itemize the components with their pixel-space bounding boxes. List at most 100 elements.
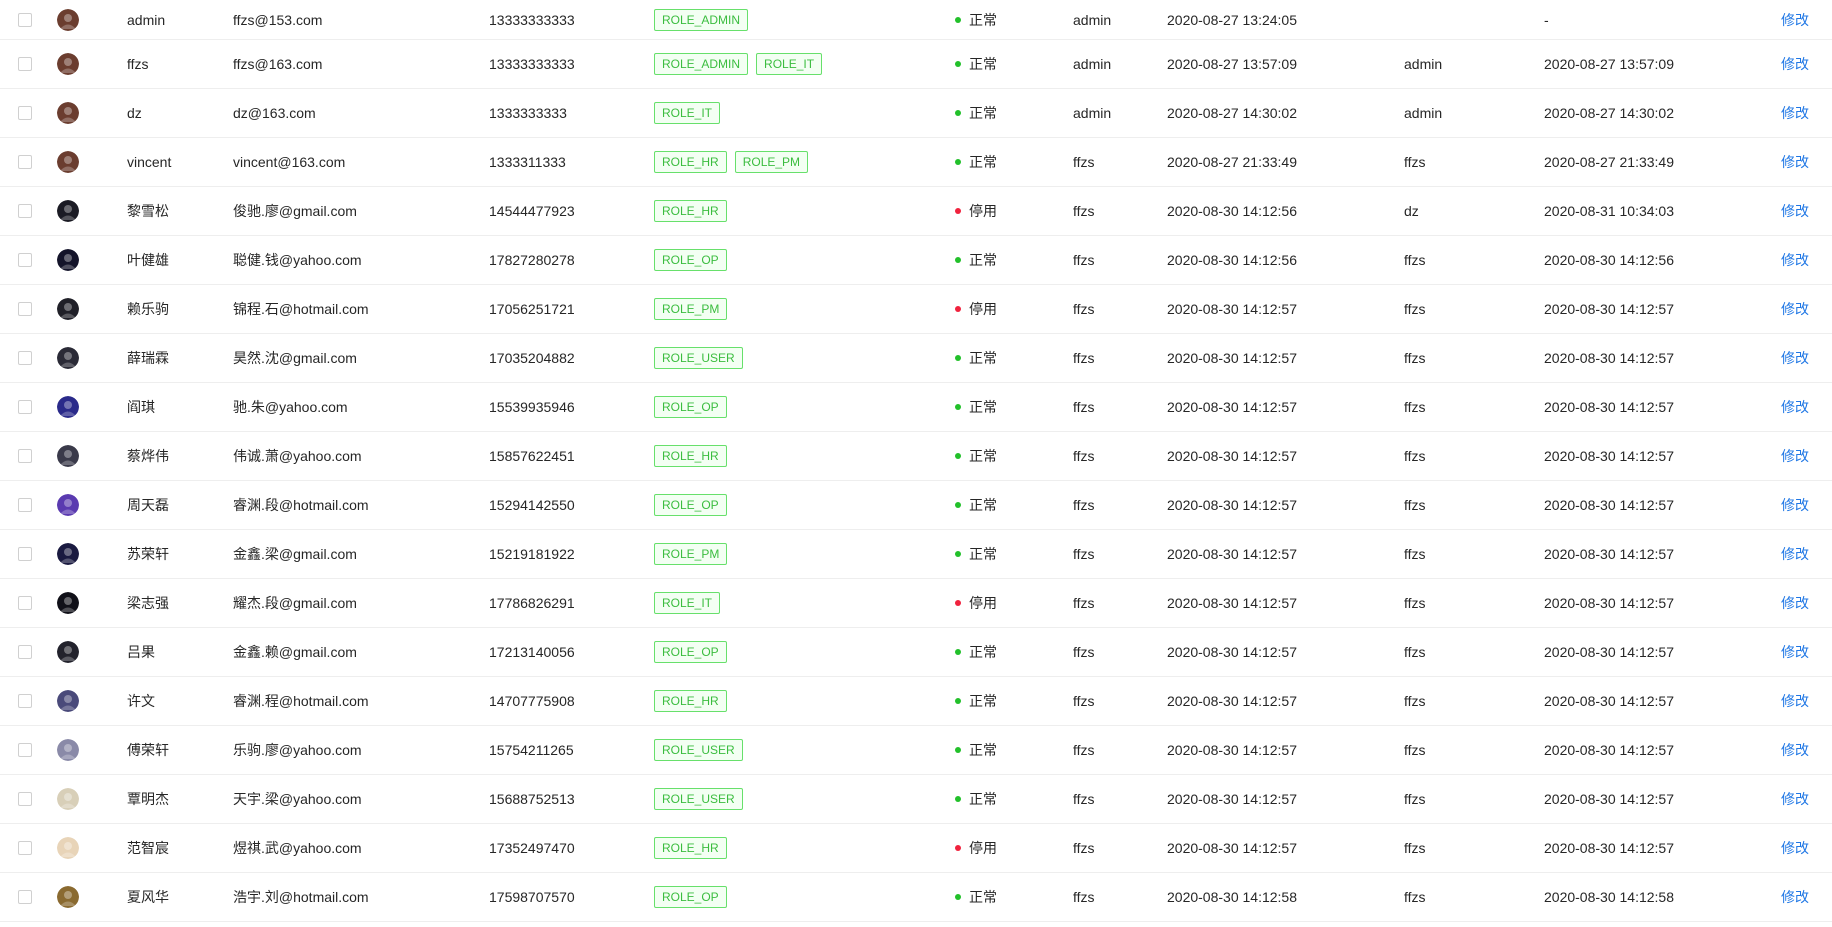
edit-button[interactable]: 修改 <box>1781 203 1809 219</box>
edit-button[interactable]: 修改 <box>1781 546 1809 562</box>
row-checkbox[interactable] <box>18 792 32 806</box>
email-cell: 锦程.石@hotmail.com <box>233 301 369 317</box>
edit-button[interactable]: 修改 <box>1781 497 1809 513</box>
roles-cell: ROLE_HR <box>654 432 727 480</box>
create-time-cell: 2020-08-27 13:57:09 <box>1167 56 1297 72</box>
phone-cell: 17598707570 <box>489 889 575 905</box>
user-avatar-icon <box>57 494 79 516</box>
username-cell: 蔡烨伟 <box>127 448 169 464</box>
status-badge: 停用 <box>955 838 997 858</box>
status-text: 正常 <box>969 546 997 562</box>
update-time-cell: 2020-08-30 14:12:57 <box>1544 497 1674 513</box>
edit-button[interactable]: 修改 <box>1781 448 1809 464</box>
edit-button[interactable]: 修改 <box>1781 693 1809 709</box>
update-time-cell: - <box>1544 11 1549 28</box>
roles-cell: ROLE_HR <box>654 677 727 725</box>
create-time-cell: 2020-08-30 14:12:57 <box>1167 399 1297 415</box>
table-row: 梁志强 耀杰.段@gmail.com 17786826291 ROLE_IT 停用 ffz… <box>0 579 1832 628</box>
update-time-cell: 2020-08-30 14:12:57 <box>1544 301 1674 317</box>
row-checkbox-cell <box>18 285 32 333</box>
phone-cell: 15754211265 <box>489 742 574 758</box>
row-checkbox[interactable] <box>18 57 32 71</box>
edit-button[interactable]: 修改 <box>1781 350 1809 366</box>
table-row: 苏荣轩 金鑫.梁@gmail.com 15219181922 ROLE_PM 正常 ffz… <box>0 530 1832 579</box>
edit-button[interactable]: 修改 <box>1781 56 1809 72</box>
edit-button[interactable]: 修改 <box>1781 399 1809 415</box>
username-cell: 覃明杰 <box>127 791 169 807</box>
edit-button[interactable]: 修改 <box>1781 595 1809 611</box>
edit-button[interactable]: 修改 <box>1781 11 1809 28</box>
role-tag: ROLE_OP <box>654 641 727 663</box>
status-dot-icon <box>955 453 961 459</box>
edit-button[interactable]: 修改 <box>1781 105 1809 121</box>
edit-button[interactable]: 修改 <box>1781 742 1809 758</box>
row-checkbox[interactable] <box>18 302 32 316</box>
row-checkbox[interactable] <box>18 12 32 27</box>
status-dot-icon <box>955 698 961 704</box>
row-checkbox[interactable] <box>18 743 32 757</box>
avatar-cell <box>57 138 79 186</box>
status-badge: 正常 <box>955 642 997 662</box>
row-checkbox[interactable] <box>18 498 32 512</box>
status-text: 正常 <box>969 889 997 905</box>
status-badge: 正常 <box>955 544 997 564</box>
status-cell: 正常 <box>955 40 997 88</box>
edit-button[interactable]: 修改 <box>1781 252 1809 268</box>
role-tag: ROLE_ADMIN <box>654 53 749 75</box>
row-checkbox[interactable] <box>18 106 32 120</box>
row-checkbox[interactable] <box>18 253 32 267</box>
row-checkbox[interactable] <box>18 547 32 561</box>
status-cell: 停用 <box>955 285 997 333</box>
status-dot-icon <box>955 257 961 263</box>
edit-button[interactable]: 修改 <box>1781 840 1809 856</box>
user-avatar-icon <box>57 102 79 124</box>
row-checkbox[interactable] <box>18 841 32 855</box>
status-cell: 正常 <box>955 0 997 39</box>
username-cell: 夏风华 <box>127 889 169 905</box>
update-time-cell: 2020-08-30 14:12:57 <box>1544 693 1674 709</box>
row-checkbox[interactable] <box>18 596 32 610</box>
username-cell: 范智宸 <box>127 840 169 856</box>
roles-cell: ROLE_OP <box>654 628 727 676</box>
create-time-cell: 2020-08-27 14:30:02 <box>1167 105 1297 121</box>
status-dot-icon <box>955 502 961 508</box>
edit-button[interactable]: 修改 <box>1781 889 1809 905</box>
username-cell: 周天磊 <box>127 497 169 513</box>
status-badge: 停用 <box>955 201 997 221</box>
action-cell: 修改 <box>1781 0 1809 39</box>
creator-cell: ffzs <box>1073 350 1095 366</box>
updater-cell: ffzs <box>1404 448 1426 464</box>
row-checkbox[interactable] <box>18 694 32 708</box>
edit-button[interactable]: 修改 <box>1781 301 1809 317</box>
row-checkbox[interactable] <box>18 400 32 414</box>
edit-button[interactable]: 修改 <box>1781 791 1809 807</box>
user-avatar-icon <box>57 200 79 222</box>
update-time-cell: 2020-08-30 14:12:57 <box>1544 350 1674 366</box>
table-row: vincent vincent@163.com 1333311333 ROLE_HR R… <box>0 138 1832 187</box>
user-avatar-icon <box>57 739 79 761</box>
action-cell: 修改 <box>1781 677 1809 725</box>
action-cell: 修改 <box>1781 89 1809 137</box>
creator-cell: ffzs <box>1073 252 1095 268</box>
user-avatar-icon <box>57 298 79 320</box>
avatar-cell <box>57 236 79 284</box>
row-checkbox[interactable] <box>18 155 32 169</box>
edit-button[interactable]: 修改 <box>1781 644 1809 660</box>
user-avatar-icon <box>57 837 79 859</box>
updater-cell: ffzs <box>1404 154 1426 170</box>
row-checkbox[interactable] <box>18 890 32 904</box>
row-checkbox[interactable] <box>18 204 32 218</box>
email-cell: 乐驹.廖@yahoo.com <box>233 742 362 758</box>
row-checkbox-cell <box>18 726 32 774</box>
create-time-cell: 2020-08-30 14:12:57 <box>1167 840 1297 856</box>
row-checkbox[interactable] <box>18 645 32 659</box>
avatar-cell <box>57 726 79 774</box>
edit-button[interactable]: 修改 <box>1781 154 1809 170</box>
row-checkbox[interactable] <box>18 351 32 365</box>
row-checkbox[interactable] <box>18 449 32 463</box>
create-time-cell: 2020-08-30 14:12:57 <box>1167 546 1297 562</box>
updater-cell: ffzs <box>1404 350 1426 366</box>
create-time-cell: 2020-08-30 14:12:57 <box>1167 497 1297 513</box>
status-badge: 正常 <box>955 691 997 711</box>
status-dot-icon <box>955 551 961 557</box>
